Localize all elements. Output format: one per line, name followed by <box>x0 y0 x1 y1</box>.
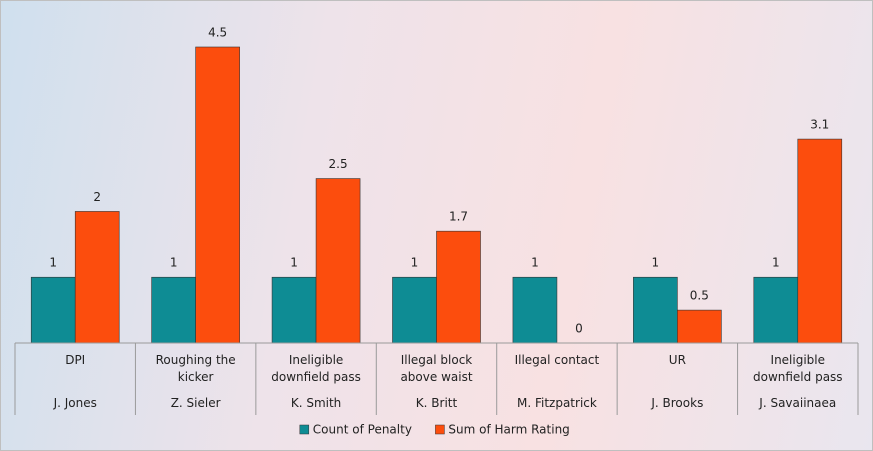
data-label: 3.1 <box>810 118 829 132</box>
category-label: DPI <box>65 353 86 367</box>
group-label: J. Jones <box>53 396 97 410</box>
group-label: K. Britt <box>415 396 458 410</box>
bar <box>30 276 76 344</box>
bar <box>74 211 120 344</box>
data-label: 2 <box>93 190 101 204</box>
data-label: 0 <box>575 322 583 336</box>
group-label: Z. Sieler <box>170 396 221 410</box>
legend-label: Count of Penalty <box>313 423 412 437</box>
category-label: Roughing the kicker <box>155 353 236 384</box>
data-label: 1 <box>290 256 298 270</box>
data-label: 2.5 <box>329 157 348 171</box>
category-label: Illegal block above waist <box>400 353 473 384</box>
data-label: 1.7 <box>449 210 468 224</box>
data-label: 4.5 <box>208 26 227 40</box>
bar <box>392 276 437 344</box>
bar <box>633 276 678 344</box>
legend-swatch <box>435 424 445 435</box>
category-label: Illegal contact <box>514 353 600 367</box>
group-label: J. Savaiinaea <box>759 396 837 410</box>
group-label: J. Brooks <box>651 396 704 410</box>
bar <box>151 276 196 344</box>
category-label: UR <box>668 353 686 367</box>
group-label: K. Smith <box>290 396 342 410</box>
data-label: 1 <box>411 256 419 270</box>
bar <box>271 276 317 344</box>
bar <box>512 276 558 344</box>
group-label: M. Fitzpatrick <box>516 396 597 410</box>
bar <box>677 309 722 344</box>
bar <box>195 46 240 344</box>
data-label: 1 <box>772 256 780 270</box>
data-label: 1 <box>170 256 178 270</box>
legend-swatch <box>299 424 310 435</box>
data-label: 1 <box>531 256 539 270</box>
data-label: 1 <box>49 256 57 270</box>
bar <box>797 138 843 344</box>
data-label: 1 <box>652 256 660 270</box>
bar <box>753 276 799 344</box>
data-label: 0.5 <box>690 289 709 303</box>
category-label: Ineligible downfield pass <box>752 353 843 384</box>
category-label: Ineligible downfield pass <box>271 353 361 384</box>
bar <box>315 178 361 344</box>
bar <box>436 230 481 344</box>
legend-label: Sum of Harm Rating <box>448 423 569 437</box>
